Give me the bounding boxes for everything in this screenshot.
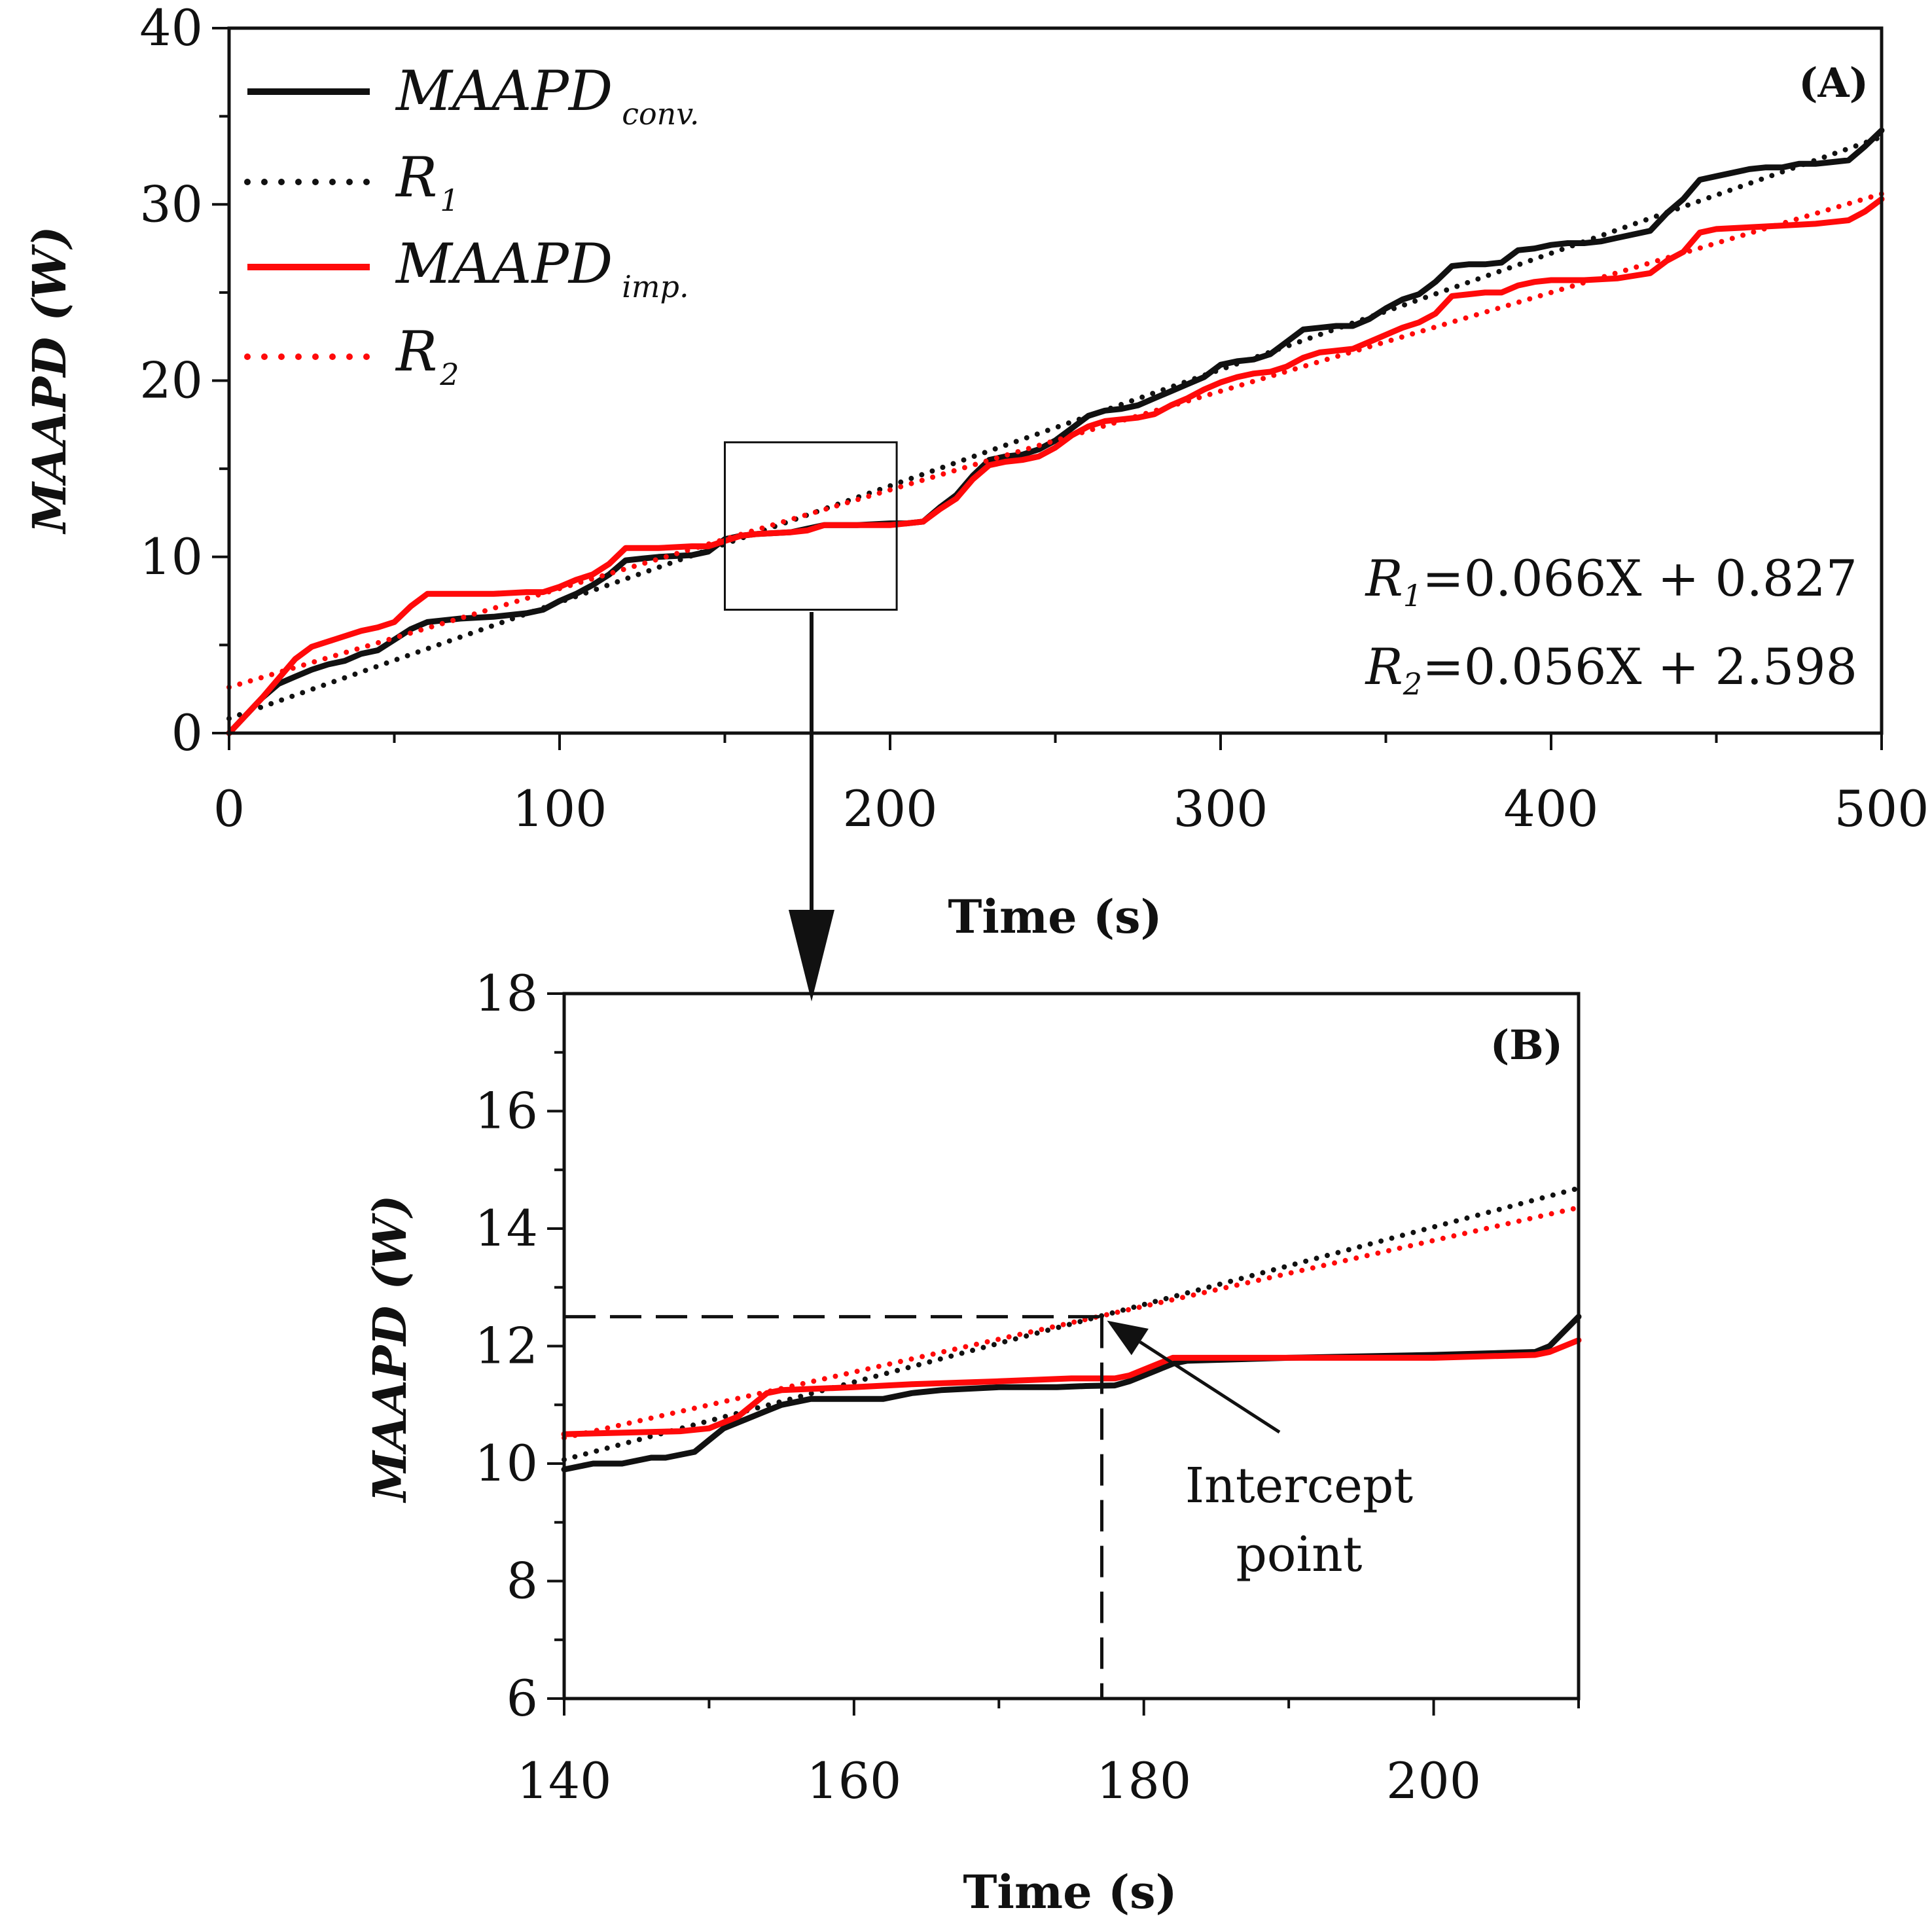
x-tick-label: 140 (516, 1752, 611, 1810)
x-tick-label: 500 (1834, 780, 1929, 838)
panel-b-data-layer (561, 1185, 1582, 1699)
intercept-arrow-head (1107, 1320, 1149, 1356)
x-tick-label: 100 (512, 780, 607, 838)
panel-a-x-axis-title: Time (s) (948, 890, 1162, 944)
x-tick-label: 160 (806, 1752, 901, 1810)
panel-b-series-r1 (562, 1185, 1581, 1462)
panel-a-data-layer (226, 127, 1885, 736)
y-tick-label: 14 (474, 1199, 538, 1257)
panel-a-tick-labels: 0 100 200 300 400 500 0 10 20 30 40 (139, 0, 1929, 838)
x-tick-label: 200 (842, 780, 937, 838)
panel-b-series-maapd-conv (561, 1314, 1582, 1473)
zoom-connector-arrowhead (789, 910, 834, 1001)
panel-a-series-r1 (226, 134, 1884, 721)
y-tick-label: 18 (474, 964, 538, 1022)
x-tick-label: 300 (1173, 780, 1268, 838)
legend-label-conv: MAAPD conv. (395, 59, 699, 132)
panel-b-series-maapd-imp (561, 1337, 1582, 1437)
x-tick-label: 0 (213, 780, 245, 838)
y-tick-label: 40 (139, 0, 203, 57)
panel-b-tick-marks (547, 992, 1580, 1716)
x-tick-label: 180 (1096, 1752, 1191, 1810)
intercept-arrow-line (1139, 1341, 1281, 1434)
panel-b-tick-labels: 140 160 180 200 6 8 10 12 14 16 18 (474, 964, 1481, 1810)
y-tick-label: 16 (474, 1082, 538, 1140)
x-tick-label: 200 (1386, 1752, 1481, 1810)
panel-b-y-axis-title: MAAPD (W) (363, 1195, 417, 1504)
equation-r2: R2=0.056X + 2.598 (1365, 638, 1857, 702)
panel-a-legend: MAAPD conv. R1 MAAPD imp. R2 (244, 59, 699, 392)
equation-r1: R1=0.066X + 0.827 (1365, 549, 1857, 613)
x-tick-label: 400 (1503, 780, 1598, 838)
y-tick-label: 30 (139, 175, 203, 233)
intercept-annotation: Intercept point (1107, 1320, 1413, 1583)
y-tick-label: 8 (507, 1552, 538, 1610)
panel-a-tag: (A) (1798, 59, 1869, 107)
y-tick-label: 10 (139, 528, 203, 586)
panel-a-tick-marks (212, 27, 1883, 750)
y-tick-label: 20 (139, 351, 203, 410)
intercept-label-line-1: Intercept (1185, 1458, 1413, 1514)
legend-label-r2: R2 (395, 319, 459, 392)
zoom-connector-arrow (789, 612, 834, 1001)
panel-a-y-axis-title: MAAPD (W) (22, 226, 77, 535)
panel-b-x-axis-title: Time (s) (963, 1865, 1177, 1919)
y-tick-label: 10 (474, 1434, 538, 1492)
legend-label-r1: R1 (395, 145, 459, 218)
panel-b-chart: 140 160 180 200 6 8 10 12 14 16 18 (B) Intercept p… (363, 964, 1582, 1919)
intercept-label-line-2: point (1236, 1526, 1363, 1583)
legend-label-imp: MAAPD imp. (395, 232, 689, 304)
panel-b-tag: (B) (1490, 1021, 1563, 1069)
zoom-region-box (724, 441, 898, 611)
y-tick-label: 12 (474, 1317, 538, 1375)
y-tick-label: 6 (507, 1669, 538, 1727)
panel-b-series-r2 (562, 1204, 1581, 1441)
y-tick-label: 0 (171, 704, 203, 762)
panel-a-series-r2 (226, 191, 1884, 690)
panel-a-chart: 0 100 200 300 400 500 0 10 20 30 40 (A) MAAPD conv.… (22, 0, 1929, 944)
